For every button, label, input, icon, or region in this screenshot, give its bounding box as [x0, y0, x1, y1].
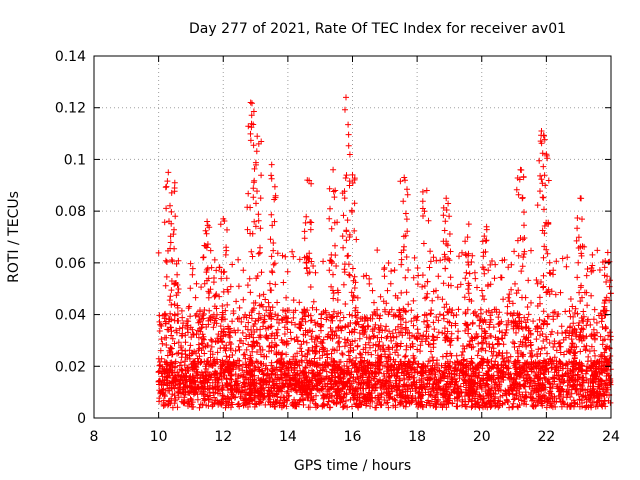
y-axis-label: ROTI / TECUs — [6, 191, 22, 283]
y-tick-label: 0.14 — [55, 49, 86, 65]
y-tick-label: 0.08 — [55, 204, 86, 220]
axis-ticks: 8 10 12 14 16 18 20 22 24 0 0.02 0.04 0.06 0.08 0.1 0.1… — [55, 49, 620, 445]
x-tick-label: 10 — [150, 429, 168, 445]
x-tick-label: 12 — [214, 429, 232, 445]
y-tick-label: 0 — [77, 411, 86, 427]
x-tick-label: 18 — [408, 429, 426, 445]
data-points — [155, 94, 614, 411]
y-tick-label: 0.04 — [55, 308, 86, 324]
roti-markers — [155, 94, 614, 411]
x-tick-label: 22 — [537, 429, 555, 445]
x-tick-label: 24 — [602, 429, 620, 445]
chart-title: Day 277 of 2021, Rate Of TEC Index for r… — [189, 21, 566, 37]
x-axis-label: GPS time / hours — [294, 458, 411, 474]
y-tick-label: 0.06 — [55, 256, 86, 272]
y-tick-label: 0.12 — [55, 101, 86, 117]
x-tick-label: 16 — [344, 429, 362, 445]
y-tick-label: 0.1 — [64, 152, 86, 168]
x-tick-label: 8 — [90, 429, 99, 445]
x-tick-label: 14 — [279, 429, 297, 445]
x-tick-label: 20 — [473, 429, 491, 445]
y-tick-label: 0.02 — [55, 359, 86, 375]
